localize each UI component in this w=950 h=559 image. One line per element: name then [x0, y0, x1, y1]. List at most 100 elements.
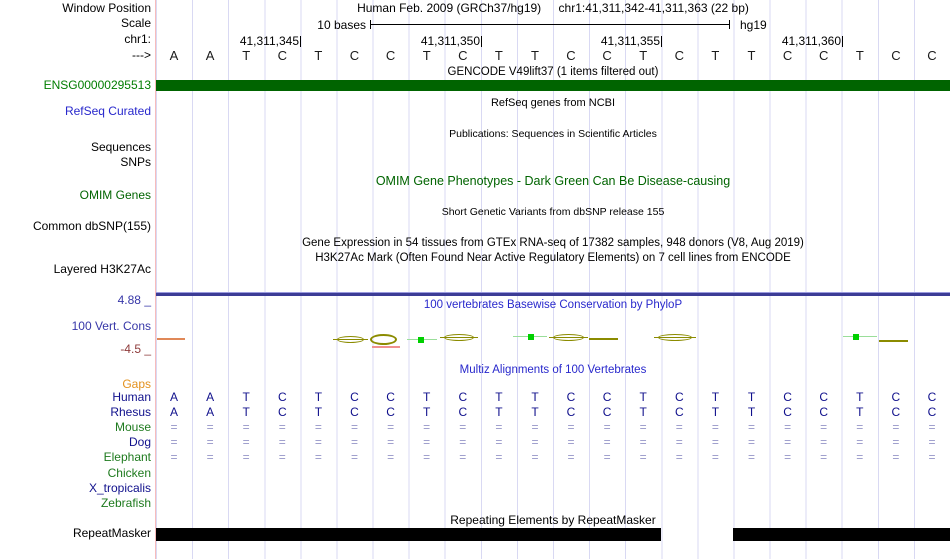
- left-label-sequences[interactable]: Sequences: [90, 140, 151, 154]
- coordinate-label: 41,311,355: [600, 34, 660, 48]
- coordinate-tick: [300, 36, 301, 47]
- h3k27ac-baseline[interactable]: [156, 292, 950, 296]
- alignment-gap-dog: =: [314, 435, 322, 449]
- dna-base: C: [891, 48, 901, 63]
- conservation-mark-ring: [370, 334, 397, 345]
- left-label-common-dbsnp[interactable]: Common dbSNP(155): [32, 219, 151, 233]
- position-header: Human Feb. 2009 (GRCh37/hg19) chr1:41,31…: [156, 2, 950, 15]
- alignment-gap-elephant: =: [747, 450, 756, 464]
- left-label-elephant[interactable]: Elephant: [103, 450, 151, 464]
- left-label-refseq-curated[interactable]: RefSeq Curated: [64, 104, 151, 118]
- alignment-gap-dog: =: [747, 435, 756, 449]
- coordinate-tick: [842, 36, 843, 47]
- alignment-base-rhesus: C: [927, 405, 937, 419]
- alignment-base-human: T: [747, 390, 756, 404]
- alignment-base-human: C: [350, 390, 359, 404]
- alignment-base-rhesus: A: [206, 405, 215, 419]
- left-label-human[interactable]: Human: [112, 390, 151, 404]
- alignment-base-human: T: [242, 390, 250, 404]
- conservation-mark-ellipse: [553, 334, 584, 341]
- alignment-gap-mouse: =: [856, 420, 864, 434]
- alignment-base-rhesus: C: [891, 405, 901, 419]
- left-label-repeatmasker[interactable]: RepeatMasker: [72, 526, 151, 540]
- dna-base: T: [422, 48, 431, 63]
- left-label-layered-h3k27ac[interactable]: Layered H3K27Ac: [53, 262, 151, 276]
- track-title-multiz: Multiz Alignments of 100 Vertebrates: [459, 364, 647, 376]
- left-label-gencode-item[interactable]: ENSG00000295513: [43, 78, 151, 92]
- left-label-omim-genes[interactable]: OMIM Genes: [79, 188, 151, 202]
- alignment-gap-elephant: =: [856, 450, 864, 464]
- alignment-gap-dog: =: [206, 435, 214, 449]
- scale-ruler-tick-right: [729, 20, 730, 29]
- conservation-mark-baseline: [843, 336, 877, 337]
- left-label-chicken[interactable]: Chicken: [107, 466, 151, 480]
- alignment-base-human: C: [386, 390, 395, 404]
- alignment-base-human: T: [711, 390, 720, 404]
- alignment-gap-mouse: =: [314, 420, 322, 434]
- alignment-base-rhesus: C: [566, 405, 576, 419]
- conservation-mark-ellipse: [337, 336, 364, 343]
- alignment-gap-elephant: =: [820, 450, 828, 464]
- dna-base: T: [314, 48, 323, 63]
- alignment-base-rhesus: C: [458, 405, 468, 419]
- conservation-mark-dash: [157, 338, 185, 340]
- left-label-dog[interactable]: Dog: [128, 435, 151, 449]
- alignment-gap-elephant: =: [242, 450, 250, 464]
- alignment-base-human: T: [531, 390, 539, 404]
- alignment-gap-mouse: =: [747, 420, 756, 434]
- alignment-gap-elephant: =: [206, 450, 214, 464]
- alignment-gap-dog: =: [820, 435, 828, 449]
- alignment-base-rhesus: C: [386, 405, 395, 419]
- alignment-gap-dog: =: [856, 435, 864, 449]
- alignment-gap-elephant: =: [314, 450, 322, 464]
- alignment-gap-dog: =: [423, 435, 431, 449]
- dna-base: C: [782, 48, 793, 63]
- dna-base: T: [855, 48, 864, 63]
- alignment-base-rhesus: T: [314, 405, 323, 419]
- left-label-mouse[interactable]: Mouse: [114, 420, 151, 434]
- alignment-gap-mouse: =: [459, 420, 467, 434]
- alignment-base-rhesus: T: [423, 405, 431, 419]
- dna-base: T: [531, 48, 539, 63]
- dna-base: C: [277, 48, 287, 63]
- conservation-mark-dash: [372, 346, 400, 348]
- dna-base: C: [349, 48, 360, 63]
- left-label-x-tropicalis[interactable]: X_tropicalis: [88, 481, 151, 495]
- alignment-gap-elephant: =: [350, 450, 359, 464]
- repeat-masker-item[interactable]: [156, 528, 661, 541]
- left-label-100-vert-cons[interactable]: 100 Vert. Cons: [71, 319, 151, 333]
- alignment-base-human: C: [566, 390, 576, 404]
- alignment-gap-mouse: =: [242, 420, 250, 434]
- alignment-gap-elephant: =: [278, 450, 286, 464]
- alignment-gap-mouse: =: [928, 420, 936, 434]
- alignment-base-human: T: [423, 390, 431, 404]
- alignment-gap-dog: =: [350, 435, 359, 449]
- left-label-zebrafish[interactable]: Zebrafish: [100, 496, 151, 510]
- dna-base: T: [711, 48, 720, 63]
- alignment-base-rhesus: C: [277, 405, 287, 419]
- alignment-gap-elephant: =: [892, 450, 900, 464]
- alignment-gap-elephant: =: [711, 450, 719, 464]
- scale-value-label: 10 bases: [317, 18, 366, 32]
- strand-direction-label: --->: [132, 48, 151, 62]
- repeat-masker-item[interactable]: [733, 528, 950, 541]
- conservation-mark-dash: [879, 340, 908, 342]
- alignment-gap-elephant: =: [675, 450, 683, 464]
- alignment-base-human: C: [602, 390, 612, 404]
- alignment-gap-elephant: =: [639, 450, 647, 464]
- alignment-base-human: T: [495, 390, 503, 404]
- left-label-snps[interactable]: SNPs: [120, 155, 151, 169]
- alignment-base-human: C: [458, 390, 468, 404]
- alignment-gap-dog: =: [278, 435, 286, 449]
- alignment-gap-elephant: =: [567, 450, 575, 464]
- alignment-base-human: A: [206, 390, 215, 404]
- alignment-base-rhesus: T: [531, 405, 539, 419]
- alignment-gap-dog: =: [639, 435, 647, 449]
- gencode-gene-bar[interactable]: [156, 80, 950, 91]
- left-label-gaps[interactable]: Gaps: [122, 377, 151, 391]
- dna-base: C: [385, 48, 396, 63]
- alignment-gap-mouse: =: [531, 420, 539, 434]
- left-label-rhesus[interactable]: Rhesus: [110, 405, 151, 419]
- alignment-gap-mouse: =: [675, 420, 683, 434]
- conservation-mark-ellipse: [444, 334, 474, 341]
